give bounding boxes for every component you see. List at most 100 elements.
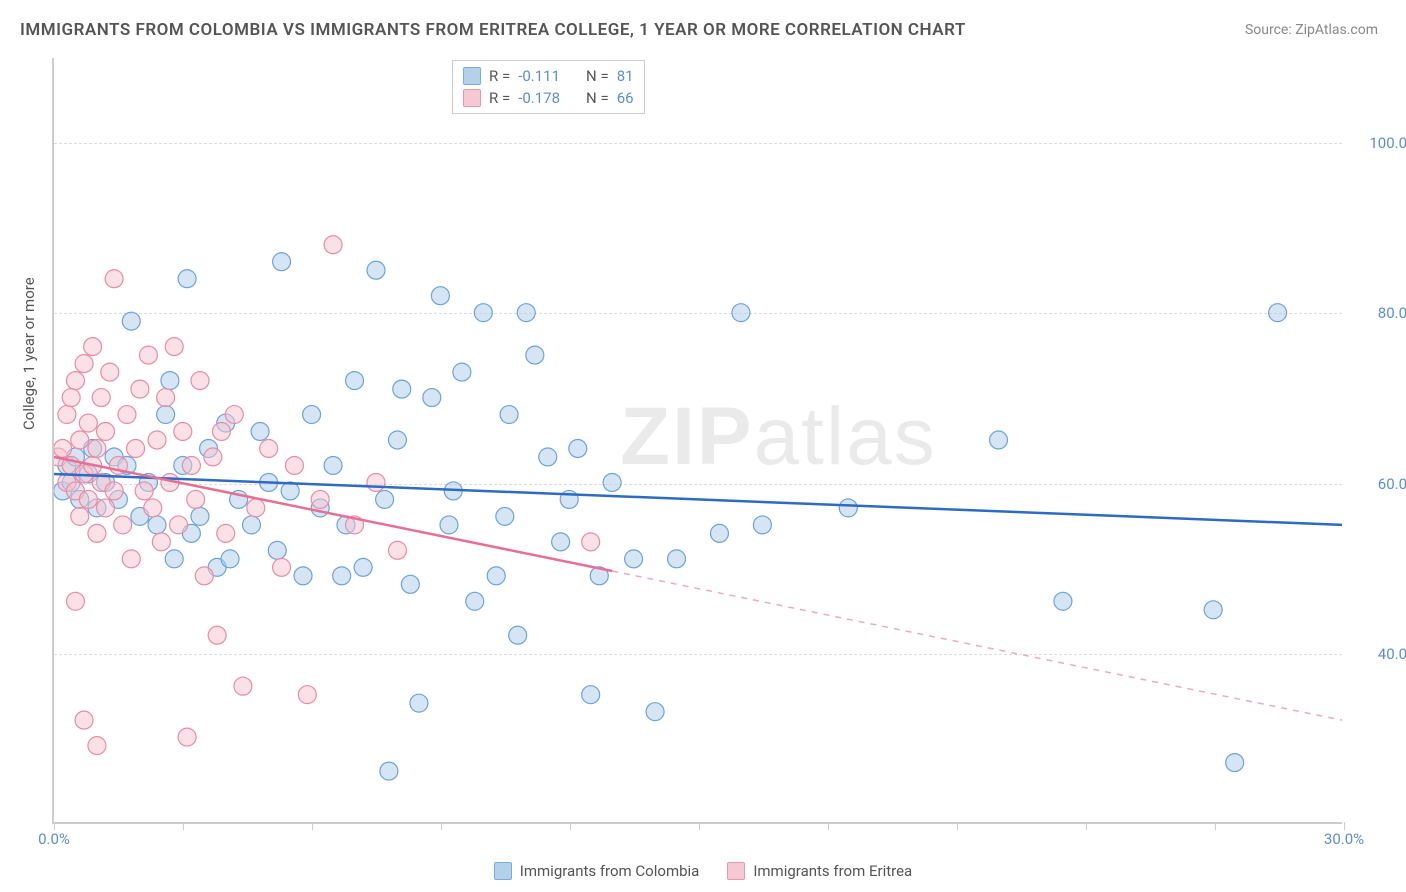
stat-r-value: -0.111 [518, 65, 560, 87]
scatter-point [474, 304, 492, 322]
scatter-point [66, 592, 84, 610]
scatter-point [88, 440, 106, 458]
legend-stat-row: R = -0.178N = 66 [463, 87, 634, 109]
scatter-point [75, 355, 93, 373]
plot-svg [54, 58, 1342, 822]
scatter-point [122, 550, 140, 568]
y-tick-label: 60.0% [1378, 475, 1406, 493]
scatter-point [582, 533, 600, 551]
scatter-point [131, 380, 149, 398]
scatter-point [367, 473, 385, 491]
scatter-point [260, 440, 278, 458]
scatter-point [178, 270, 196, 288]
scatter-point [221, 550, 239, 568]
scatter-point [401, 575, 419, 593]
scatter-point [431, 287, 449, 305]
scatter-point [625, 550, 643, 568]
scatter-point [569, 440, 587, 458]
x-tick-label: 30.0% [1324, 830, 1364, 848]
scatter-point [346, 372, 364, 390]
scatter-point [118, 406, 136, 424]
x-tick [570, 822, 571, 830]
scatter-point [324, 456, 342, 474]
scatter-point [423, 389, 441, 407]
scatter-point [668, 550, 686, 568]
scatter-point [170, 516, 188, 534]
scatter-point [453, 363, 471, 381]
scatter-point [1054, 592, 1072, 610]
scatter-point [388, 541, 406, 559]
scatter-point [195, 567, 213, 585]
legend-bottom: Immigrants from Colombia Immigrants from … [0, 862, 1406, 880]
scatter-point [212, 423, 230, 441]
scatter-point [732, 304, 750, 322]
scatter-point [157, 406, 175, 424]
scatter-point [62, 389, 80, 407]
scatter-point [157, 389, 175, 407]
scatter-point [380, 762, 398, 780]
scatter-point [710, 524, 728, 542]
x-tick [183, 822, 184, 830]
x-tick-label: 0.0% [38, 830, 70, 848]
scatter-point [582, 686, 600, 704]
chart-title: IMMIGRANTS FROM COLOMBIA VS IMMIGRANTS F… [20, 20, 966, 40]
scatter-point [243, 516, 261, 534]
scatter-point [466, 592, 484, 610]
scatter-point [324, 236, 342, 254]
scatter-point [393, 380, 411, 398]
scatter-point [54, 440, 72, 458]
scatter-point [174, 423, 192, 441]
x-tick [957, 822, 958, 830]
scatter-point [71, 431, 89, 449]
legend-correlation-box: R = -0.111N = 81R = -0.178N = 66 [452, 60, 645, 114]
legend-item: Immigrants from Eritrea [727, 862, 912, 880]
scatter-point [139, 346, 157, 364]
scatter-point [187, 490, 205, 508]
scatter-point [97, 499, 115, 517]
scatter-point [496, 507, 514, 525]
y-tick-label: 100.0% [1369, 134, 1406, 152]
y-tick-label: 40.0% [1378, 645, 1406, 663]
x-tick [1344, 822, 1345, 830]
legend-stat-row: R = -0.111N = 81 [463, 65, 634, 87]
scatter-point [105, 482, 123, 500]
scatter-point [161, 372, 179, 390]
scatter-point [178, 728, 196, 746]
legend-swatch [494, 862, 512, 880]
scatter-point [204, 448, 222, 466]
legend-swatch [727, 862, 745, 880]
trend-line-extrapolated [612, 571, 1342, 720]
scatter-point [1226, 754, 1244, 772]
legend-item: Immigrants from Colombia [494, 862, 700, 880]
scatter-point [1204, 601, 1222, 619]
scatter-point [367, 261, 385, 279]
scatter-point [354, 558, 372, 576]
scatter-point [251, 423, 269, 441]
x-tick [1215, 822, 1216, 830]
scatter-point [148, 431, 166, 449]
scatter-point [88, 524, 106, 542]
scatter-point [487, 567, 505, 585]
scatter-point [97, 423, 115, 441]
scatter-point [517, 304, 535, 322]
scatter-point [122, 312, 140, 330]
scatter-point [71, 507, 89, 525]
scatter-point [273, 558, 291, 576]
scatter-point [88, 737, 106, 755]
scatter-point [376, 490, 394, 508]
scatter-point [509, 626, 527, 644]
scatter-point [1269, 304, 1287, 322]
scatter-point [127, 440, 145, 458]
scatter-point [234, 677, 252, 695]
scatter-point [165, 338, 183, 356]
scatter-point [268, 541, 286, 559]
scatter-point [58, 406, 76, 424]
scatter-point [388, 431, 406, 449]
scatter-point [552, 533, 570, 551]
scatter-point [247, 499, 265, 517]
stat-r-label: R = [489, 65, 510, 87]
x-tick [441, 822, 442, 830]
scatter-point [135, 482, 153, 500]
scatter-point [92, 389, 110, 407]
scatter-point [191, 507, 209, 525]
